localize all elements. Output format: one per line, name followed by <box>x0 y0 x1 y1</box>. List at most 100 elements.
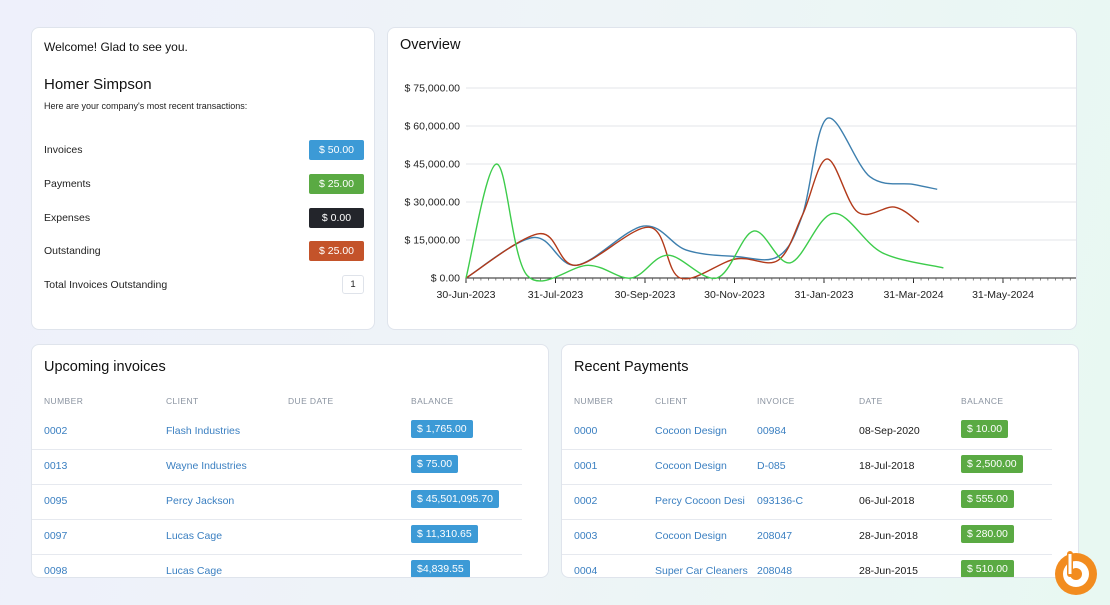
stat-expenses: Expenses $ 0.00 <box>44 208 364 228</box>
table-row[interactable]: 0002 Flash Industries $ 1,765.00 <box>32 415 522 450</box>
welcome-card: Welcome! Glad to see you. Homer Simpson … <box>31 27 375 330</box>
client-link[interactable]: Lucas Cage <box>166 565 223 577</box>
client-link[interactable]: Wayne Industries <box>166 460 247 472</box>
balance-badge: $4,839.55 <box>411 560 470 577</box>
stat-invoices: Invoices $ 50.00 <box>44 140 364 160</box>
y-tick-label: $ 60,000.00 <box>405 121 461 133</box>
overview-card: Overview $ 75,000.00 $ 60,000.00 $ 45,000.… <box>387 27 1077 330</box>
column-header-balance[interactable]: BALANCE <box>961 396 1004 406</box>
upcoming-invoices-title: Upcoming invoices <box>44 359 166 375</box>
payment-date: 28-Jun-2018 <box>859 530 918 542</box>
stat-outstanding: Outstanding $ 25.00 <box>44 241 364 261</box>
client-link[interactable]: Cocoon Design <box>655 530 727 542</box>
stat-label: Payments <box>44 178 91 190</box>
x-tick-label: 31-Jan-2023 <box>795 289 854 301</box>
payment-number-link[interactable]: 0001 <box>574 460 598 472</box>
stat-badge[interactable]: $ 0.00 <box>309 208 364 228</box>
recent-payments-title: Recent Payments <box>574 359 689 375</box>
invoice-number-link[interactable]: 0097 <box>44 530 68 542</box>
overview-title: Overview <box>400 37 461 53</box>
column-header-due-date[interactable]: DUE DATE <box>288 396 334 406</box>
table-row[interactable]: 0000 Cocoon Design 00984 08-Sep-2020 $ 1… <box>562 415 1052 450</box>
stat-badge[interactable]: $ 25.00 <box>309 174 364 194</box>
table-row[interactable]: 0003 Cocoon Design 208047 28-Jun-2018 $ … <box>562 520 1052 555</box>
payment-date: 18-Jul-2018 <box>859 460 915 472</box>
stat-label: Invoices <box>44 144 83 156</box>
column-header-balance[interactable]: BALANCE <box>411 396 454 406</box>
x-tick-label: 31-Mar-2024 <box>883 289 943 301</box>
column-header-invoice[interactable]: INVOICE <box>757 396 795 406</box>
table-row[interactable]: 0095 Percy Jackson $ 45,501,095.70 <box>32 485 522 520</box>
invoice-link[interactable]: 208048 <box>757 565 793 577</box>
recent-payments-card: Recent Payments NUMBER CLIENT INVOICE DA… <box>561 344 1079 578</box>
payment-number-link[interactable]: 0002 <box>574 495 598 507</box>
brand-logo-icon <box>1055 551 1097 595</box>
column-header-number[interactable]: NUMBER <box>574 396 614 406</box>
invoice-link[interactable]: 00984 <box>757 425 787 437</box>
invoice-number-link[interactable]: 0002 <box>44 425 68 437</box>
stat-payments: Payments $ 25.00 <box>44 174 364 194</box>
stat-label: Outstanding <box>44 245 101 257</box>
client-link[interactable]: Percy Cocoon Desi <box>655 495 745 507</box>
welcome-greeting: Welcome! Glad to see you. <box>44 40 188 54</box>
table-row[interactable]: 0004 Super Car Cleaners 208048 28-Jun-20… <box>562 555 1052 577</box>
welcome-subtext: Here are your company's most recent tran… <box>44 101 248 111</box>
client-link[interactable]: Lucas Cage <box>166 530 223 542</box>
series-line-green <box>465 163 944 282</box>
user-name: Homer Simpson <box>44 76 152 93</box>
invoice-link[interactable]: 093136-C <box>757 495 804 507</box>
payment-number-link[interactable]: 0003 <box>574 530 598 542</box>
table-row[interactable]: 0013 Wayne Industries $ 75.00 <box>32 450 522 485</box>
table-row[interactable]: 0001 Cocoon Design D-085 18-Jul-2018 $ 2… <box>562 450 1052 485</box>
client-link[interactable]: Flash Industries <box>166 425 241 437</box>
balance-badge: $ 280.00 <box>961 525 1014 543</box>
table-row[interactable]: 0098 Lucas Cage $4,839.55 <box>32 555 522 577</box>
client-link[interactable]: Super Car Cleaners <box>655 565 748 577</box>
stat-label: Total Invoices Outstanding <box>44 279 168 291</box>
y-tick-label: $ 75,000.00 <box>405 83 461 95</box>
balance-badge: $ 11,310.65 <box>411 525 478 543</box>
payment-date: 28-Jun-2015 <box>859 565 918 577</box>
invoice-link[interactable]: D-085 <box>757 460 786 472</box>
x-tick-label: 30-Sep-2023 <box>615 289 676 301</box>
upcoming-invoices-card: Upcoming invoices NUMBER CLIENT DUE DATE… <box>31 344 549 578</box>
column-header-client[interactable]: CLIENT <box>166 396 199 406</box>
table-row[interactable]: 0097 Lucas Cage $ 11,310.65 <box>32 520 522 555</box>
balance-badge: $ 2,500.00 <box>961 455 1023 473</box>
invoice-number-link[interactable]: 0098 <box>44 565 68 577</box>
balance-badge: $ 510.00 <box>961 560 1014 577</box>
column-header-number[interactable]: NUMBER <box>44 396 84 406</box>
stat-badge[interactable]: $ 50.00 <box>309 140 364 160</box>
client-link[interactable]: Percy Jackson <box>166 495 235 507</box>
y-tick-label: $ 0.00 <box>431 273 460 285</box>
balance-badge: $ 10.00 <box>961 420 1009 438</box>
series-line-red <box>465 158 920 280</box>
payment-number-link[interactable]: 0000 <box>574 425 598 437</box>
x-tick-label: 31-May-2024 <box>972 289 1034 301</box>
total-outstanding-count: 1 <box>342 275 364 294</box>
balance-badge: $ 555.00 <box>961 490 1014 508</box>
payment-date: 06-Jul-2018 <box>859 495 915 507</box>
invoice-number-link[interactable]: 0013 <box>44 460 68 472</box>
column-header-client[interactable]: CLIENT <box>655 396 688 406</box>
table-row[interactable]: 0002 Percy Cocoon Desi 093136-C 06-Jul-2… <box>562 485 1052 520</box>
x-tick-label: 31-Jul-2023 <box>528 289 584 301</box>
column-header-date[interactable]: DATE <box>859 396 883 406</box>
x-tick-label: 30-Jun-2023 <box>437 289 496 301</box>
y-tick-label: $ 15,000.00 <box>405 235 461 247</box>
payment-date: 08-Sep-2020 <box>859 425 920 437</box>
balance-badge: $ 45,501,095.70 <box>411 490 499 508</box>
y-tick-label: $ 45,000.00 <box>405 159 461 171</box>
y-tick-label: $ 30,000.00 <box>405 197 461 209</box>
client-link[interactable]: Cocoon Design <box>655 460 727 472</box>
client-link[interactable]: Cocoon Design <box>655 425 727 437</box>
balance-badge: $ 1,765.00 <box>411 420 473 438</box>
invoice-link[interactable]: 208047 <box>757 530 793 542</box>
invoice-number-link[interactable]: 0095 <box>44 495 68 507</box>
stat-total-outstanding: Total Invoices Outstanding 1 <box>44 275 364 295</box>
stat-badge[interactable]: $ 25.00 <box>309 241 364 261</box>
payment-number-link[interactable]: 0004 <box>574 565 598 577</box>
overview-chart: $ 75,000.00 $ 60,000.00 $ 45,000.00 $ 30,00… <box>405 83 1076 301</box>
stat-label: Expenses <box>44 212 91 224</box>
balance-badge: $ 75.00 <box>411 455 459 473</box>
